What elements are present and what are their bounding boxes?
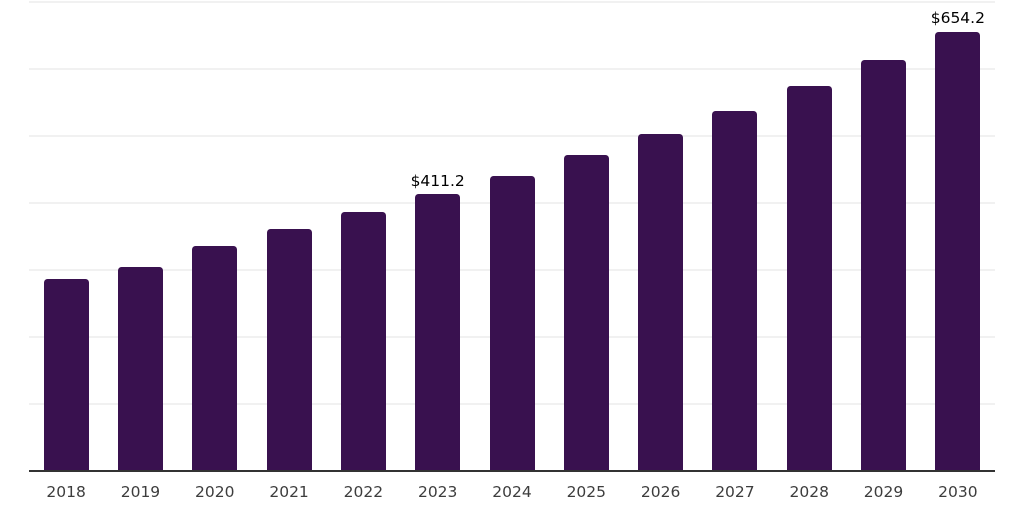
bar-2019 <box>117 266 163 470</box>
x-tick-label-2024: 2024 <box>492 482 532 501</box>
x-tick-label-2021: 2021 <box>269 482 309 501</box>
x-tick-label-2026: 2026 <box>640 482 681 501</box>
gridline <box>29 68 995 70</box>
x-tick-label-2029: 2029 <box>863 482 904 501</box>
x-tick-label-2030: 2030 <box>938 482 978 501</box>
gridline <box>29 135 995 137</box>
bar-2022 <box>340 211 386 470</box>
x-axis-line <box>29 469 995 472</box>
bar-2026 <box>638 133 684 470</box>
x-tick-label-2027: 2027 <box>715 482 755 501</box>
bar-2024 <box>489 175 535 470</box>
bar-2028 <box>786 86 832 470</box>
x-tick-label-2020: 2020 <box>195 482 235 501</box>
bar-2030 <box>935 31 981 470</box>
bar-2027 <box>712 110 758 470</box>
x-tick-label-2018: 2018 <box>46 482 86 501</box>
value-label-2030: $654.2 <box>930 9 985 28</box>
bar-2020 <box>192 246 238 470</box>
x-tick-label-2022: 2022 <box>343 482 384 501</box>
bar-2029 <box>861 59 907 470</box>
gridline <box>29 1 995 3</box>
x-tick-label-2019: 2019 <box>120 482 161 501</box>
bar-2018 <box>43 279 89 470</box>
bar-2025 <box>563 155 609 470</box>
x-tick-label-2025: 2025 <box>566 482 607 501</box>
value-label-2023: $411.2 <box>410 171 465 190</box>
bar-2023 <box>415 194 461 470</box>
bar-2021 <box>266 229 312 470</box>
x-tick-label-2023: 2023 <box>417 482 458 501</box>
x-tick-label-2028: 2028 <box>789 482 829 501</box>
